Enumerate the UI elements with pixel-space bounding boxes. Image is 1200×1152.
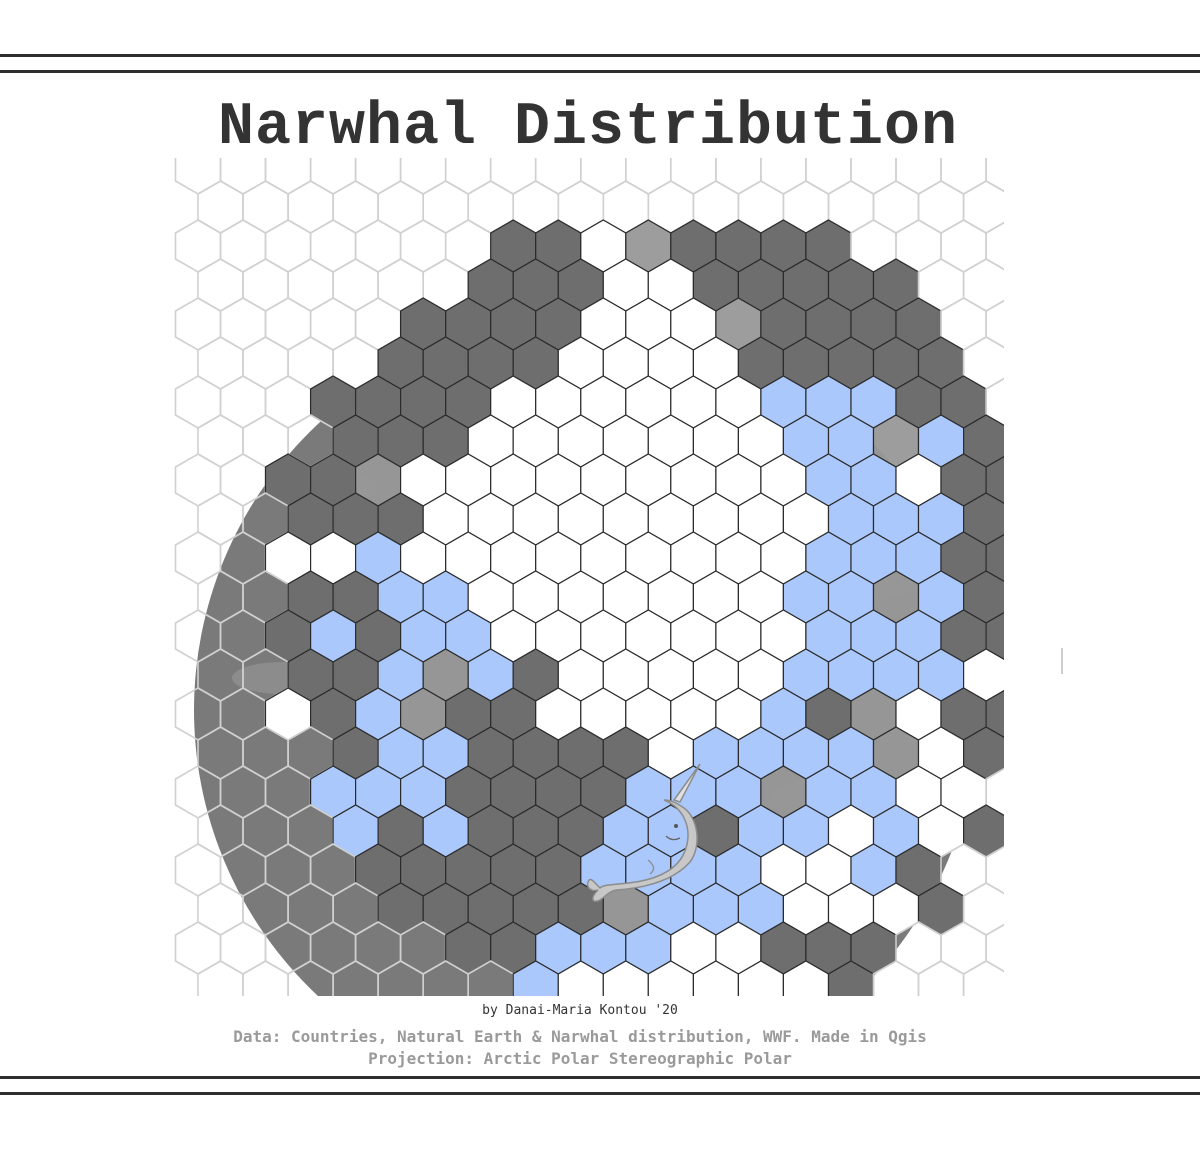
hex-land <box>985 611 1004 661</box>
hex-outside <box>962 258 1004 312</box>
map-title: Narwhal Distribution <box>217 94 959 162</box>
narwhal-smile <box>665 835 681 841</box>
hex-outside <box>174 453 222 507</box>
hex-outside <box>174 158 222 195</box>
hex-outside <box>962 180 1004 234</box>
top-double-rule-upper <box>0 54 1200 57</box>
hex-outside <box>985 158 1004 193</box>
hex-outside <box>917 180 965 234</box>
hex-outside <box>985 845 1004 895</box>
hex-outside <box>332 180 379 234</box>
hex-outside <box>377 180 424 234</box>
hex-outside <box>940 219 987 273</box>
hex-outside <box>287 180 334 234</box>
hex-outside <box>197 258 244 312</box>
hex-outside <box>354 158 402 195</box>
hex-outside <box>219 219 267 273</box>
hex-land <box>985 533 1004 583</box>
hex-outside <box>669 158 717 195</box>
hex-outside <box>242 960 289 996</box>
hex-outside <box>219 158 267 195</box>
hex-outside <box>985 767 1004 817</box>
hex-outside <box>962 882 1004 936</box>
hex-outside <box>219 375 267 429</box>
hex-outside <box>309 158 357 195</box>
hex-outside <box>760 158 807 195</box>
hex-grid <box>174 158 1004 996</box>
hex-outside <box>985 377 1004 427</box>
hex-outside <box>264 297 312 351</box>
hex-outside <box>872 180 920 234</box>
hex-outside <box>850 158 897 195</box>
hex-outside <box>444 158 492 195</box>
hex-outside <box>197 960 244 996</box>
hex-outside <box>354 219 402 273</box>
hex-outside <box>174 531 222 585</box>
hex-outside <box>242 336 289 390</box>
hex-land <box>985 689 1004 739</box>
hex-outside <box>624 158 672 195</box>
hex-outside <box>309 219 357 273</box>
hex-outside <box>174 297 222 351</box>
hex-outside <box>264 219 312 273</box>
hex-outside <box>805 158 852 195</box>
top-double-rule-lower <box>0 70 1200 73</box>
hex-outside <box>197 414 244 468</box>
hex-outside <box>264 158 312 195</box>
hex-outside <box>174 375 222 429</box>
hex-outside <box>309 297 357 351</box>
hex-outside <box>174 921 222 975</box>
hex-outside <box>197 336 244 390</box>
hex-outside <box>264 375 312 429</box>
bottom-double-rule-lower <box>0 1092 1200 1095</box>
hex-outside <box>219 297 267 351</box>
hex-outside <box>287 258 334 312</box>
hex-outside <box>174 843 222 897</box>
hex-outside <box>895 158 942 195</box>
narwhal-body <box>586 799 698 902</box>
hex-land <box>985 455 1004 505</box>
hex-map-frame <box>172 158 1004 996</box>
hex-outside <box>985 923 1004 973</box>
hex-outside <box>985 299 1004 349</box>
author-credit: by Danai-Maria Kontou '20 <box>482 1003 678 1018</box>
hex-outside <box>332 258 379 312</box>
hex-outside <box>399 219 447 273</box>
hex-outside <box>399 158 447 195</box>
hex-outside <box>917 960 965 996</box>
hex-map <box>174 158 1004 996</box>
hex-outside <box>197 882 244 936</box>
hex-outside <box>985 221 1004 271</box>
narwhal-icon <box>586 763 701 902</box>
narwhal-eye <box>674 824 678 828</box>
hex-outside <box>242 258 289 312</box>
hex-outside <box>219 921 267 975</box>
hex-outside <box>422 180 470 234</box>
hex-outside <box>174 219 222 273</box>
hex-outside <box>962 960 1004 996</box>
hex-outside <box>197 180 244 234</box>
edge-mark <box>1061 648 1063 674</box>
hex-outside <box>489 158 537 195</box>
hex-outside <box>242 180 289 234</box>
hex-outside <box>534 158 582 195</box>
hex-outside <box>579 158 627 195</box>
bottom-double-rule-upper <box>0 1076 1200 1079</box>
narwhal-tusk <box>672 763 701 803</box>
projection-credit: Projection: Arctic Polar Stereographic P… <box>368 1049 792 1068</box>
hex-outside <box>715 158 762 195</box>
narwhal-fin <box>647 859 655 875</box>
data-source-credit: Data: Countries, Natural Earth & Narwhal… <box>233 1027 927 1046</box>
hex-outside <box>940 158 987 195</box>
